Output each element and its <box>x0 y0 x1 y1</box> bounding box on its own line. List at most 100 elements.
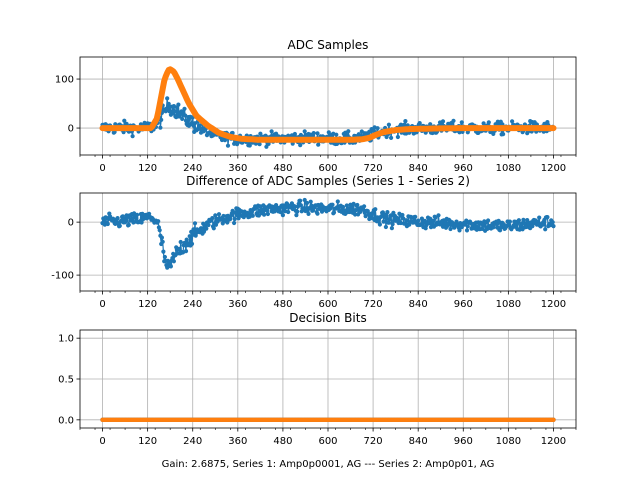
data-point <box>491 225 496 230</box>
data-point <box>304 200 310 206</box>
data-point <box>507 219 512 224</box>
data-point <box>232 220 237 226</box>
series-0 <box>100 197 556 270</box>
y-tick-label: 0.0 <box>58 415 74 426</box>
x-tick-label: 360 <box>228 299 247 310</box>
data-point <box>225 143 231 148</box>
data-point <box>122 118 127 123</box>
chart-title: Difference of ADC Samples (Series 1 - Se… <box>186 174 470 188</box>
data-point <box>537 215 542 220</box>
x-tick-label: 600 <box>318 299 337 310</box>
x-tick-label: 240 <box>183 436 202 447</box>
data-point <box>311 131 316 136</box>
data-point <box>256 213 261 218</box>
x-tick-label: 1080 <box>496 163 521 174</box>
data-point <box>326 130 331 135</box>
data-point <box>436 213 441 218</box>
data-point <box>383 212 388 218</box>
data-point <box>550 220 555 225</box>
y-tick-label: 0 <box>68 218 74 229</box>
data-point <box>451 118 456 123</box>
data-point <box>375 126 380 131</box>
data-point <box>431 218 436 224</box>
data-point <box>416 218 421 223</box>
data-point <box>159 235 164 240</box>
axes-frame <box>79 192 577 292</box>
data-point <box>551 417 556 422</box>
data-point <box>428 122 433 127</box>
decision-bits-panel: 0 120 240 360 480 600 720 840 960 1080 1200 0.0 0.5 1… <box>58 311 577 470</box>
data-point <box>159 117 164 122</box>
data-point <box>113 221 118 226</box>
x-tick-label: 600 <box>318 436 337 447</box>
data-point <box>383 224 388 230</box>
data-point <box>545 215 550 220</box>
data-point <box>486 120 491 125</box>
data-point <box>404 218 409 223</box>
y-tick-label: 0 <box>68 124 74 135</box>
x-tick-label: 720 <box>364 163 383 174</box>
y-tick-label: 0.5 <box>58 375 74 386</box>
x-tick-label: 960 <box>454 163 473 174</box>
data-point <box>516 218 522 223</box>
data-point <box>115 216 120 221</box>
x-tick-label: 1200 <box>541 299 566 310</box>
data-point <box>315 211 320 216</box>
x-axis-label: Gain: 2.6875, Series 1: Amp0p0001, AG --… <box>162 459 495 470</box>
data-point <box>386 220 391 225</box>
x-tick-label: 360 <box>228 436 247 447</box>
data-point <box>105 221 110 227</box>
data-point <box>147 211 152 216</box>
data-point <box>160 239 165 244</box>
data-point <box>373 207 378 212</box>
data-point <box>298 198 303 203</box>
chart-title: Decision Bits <box>289 311 366 325</box>
data-point <box>189 241 195 246</box>
data-point <box>130 134 135 139</box>
data-point <box>316 142 321 147</box>
data-point <box>389 226 394 231</box>
data-point <box>183 118 189 123</box>
data-point <box>272 209 277 214</box>
data-point <box>294 213 299 218</box>
data-point <box>377 222 382 227</box>
data-point <box>265 208 270 213</box>
data-point <box>530 224 535 229</box>
data-point <box>135 212 140 217</box>
x-tick-label: 960 <box>454 299 473 310</box>
data-point <box>507 222 512 228</box>
data-point <box>250 213 255 218</box>
data-point <box>362 204 367 209</box>
data-point <box>216 212 222 217</box>
data-point <box>278 210 283 215</box>
data-point <box>386 122 391 127</box>
data-point <box>298 143 303 148</box>
data-point <box>182 106 187 111</box>
x-tick-label: 1080 <box>496 299 521 310</box>
data-point <box>389 135 394 140</box>
data-point <box>381 219 386 224</box>
x-tick-label: 240 <box>183 299 202 310</box>
data-point <box>306 211 311 216</box>
data-point <box>395 134 400 140</box>
data-point <box>400 212 405 218</box>
x-tick-label: 1200 <box>541 163 566 174</box>
data-point <box>220 221 225 226</box>
x-tick-label: 120 <box>138 299 157 310</box>
x-tick-label: 1080 <box>496 436 521 447</box>
data-point <box>365 209 370 214</box>
data-point <box>440 119 446 124</box>
data-point <box>459 120 464 125</box>
data-point <box>258 131 263 136</box>
data-point <box>124 121 129 126</box>
data-point <box>433 215 438 220</box>
data-point <box>498 228 503 233</box>
data-point <box>184 237 189 242</box>
x-tick-label: 120 <box>138 163 157 174</box>
data-point <box>156 219 161 224</box>
data-point <box>353 212 358 217</box>
data-point <box>178 239 183 245</box>
data-point <box>257 142 262 147</box>
data-point <box>269 129 274 134</box>
